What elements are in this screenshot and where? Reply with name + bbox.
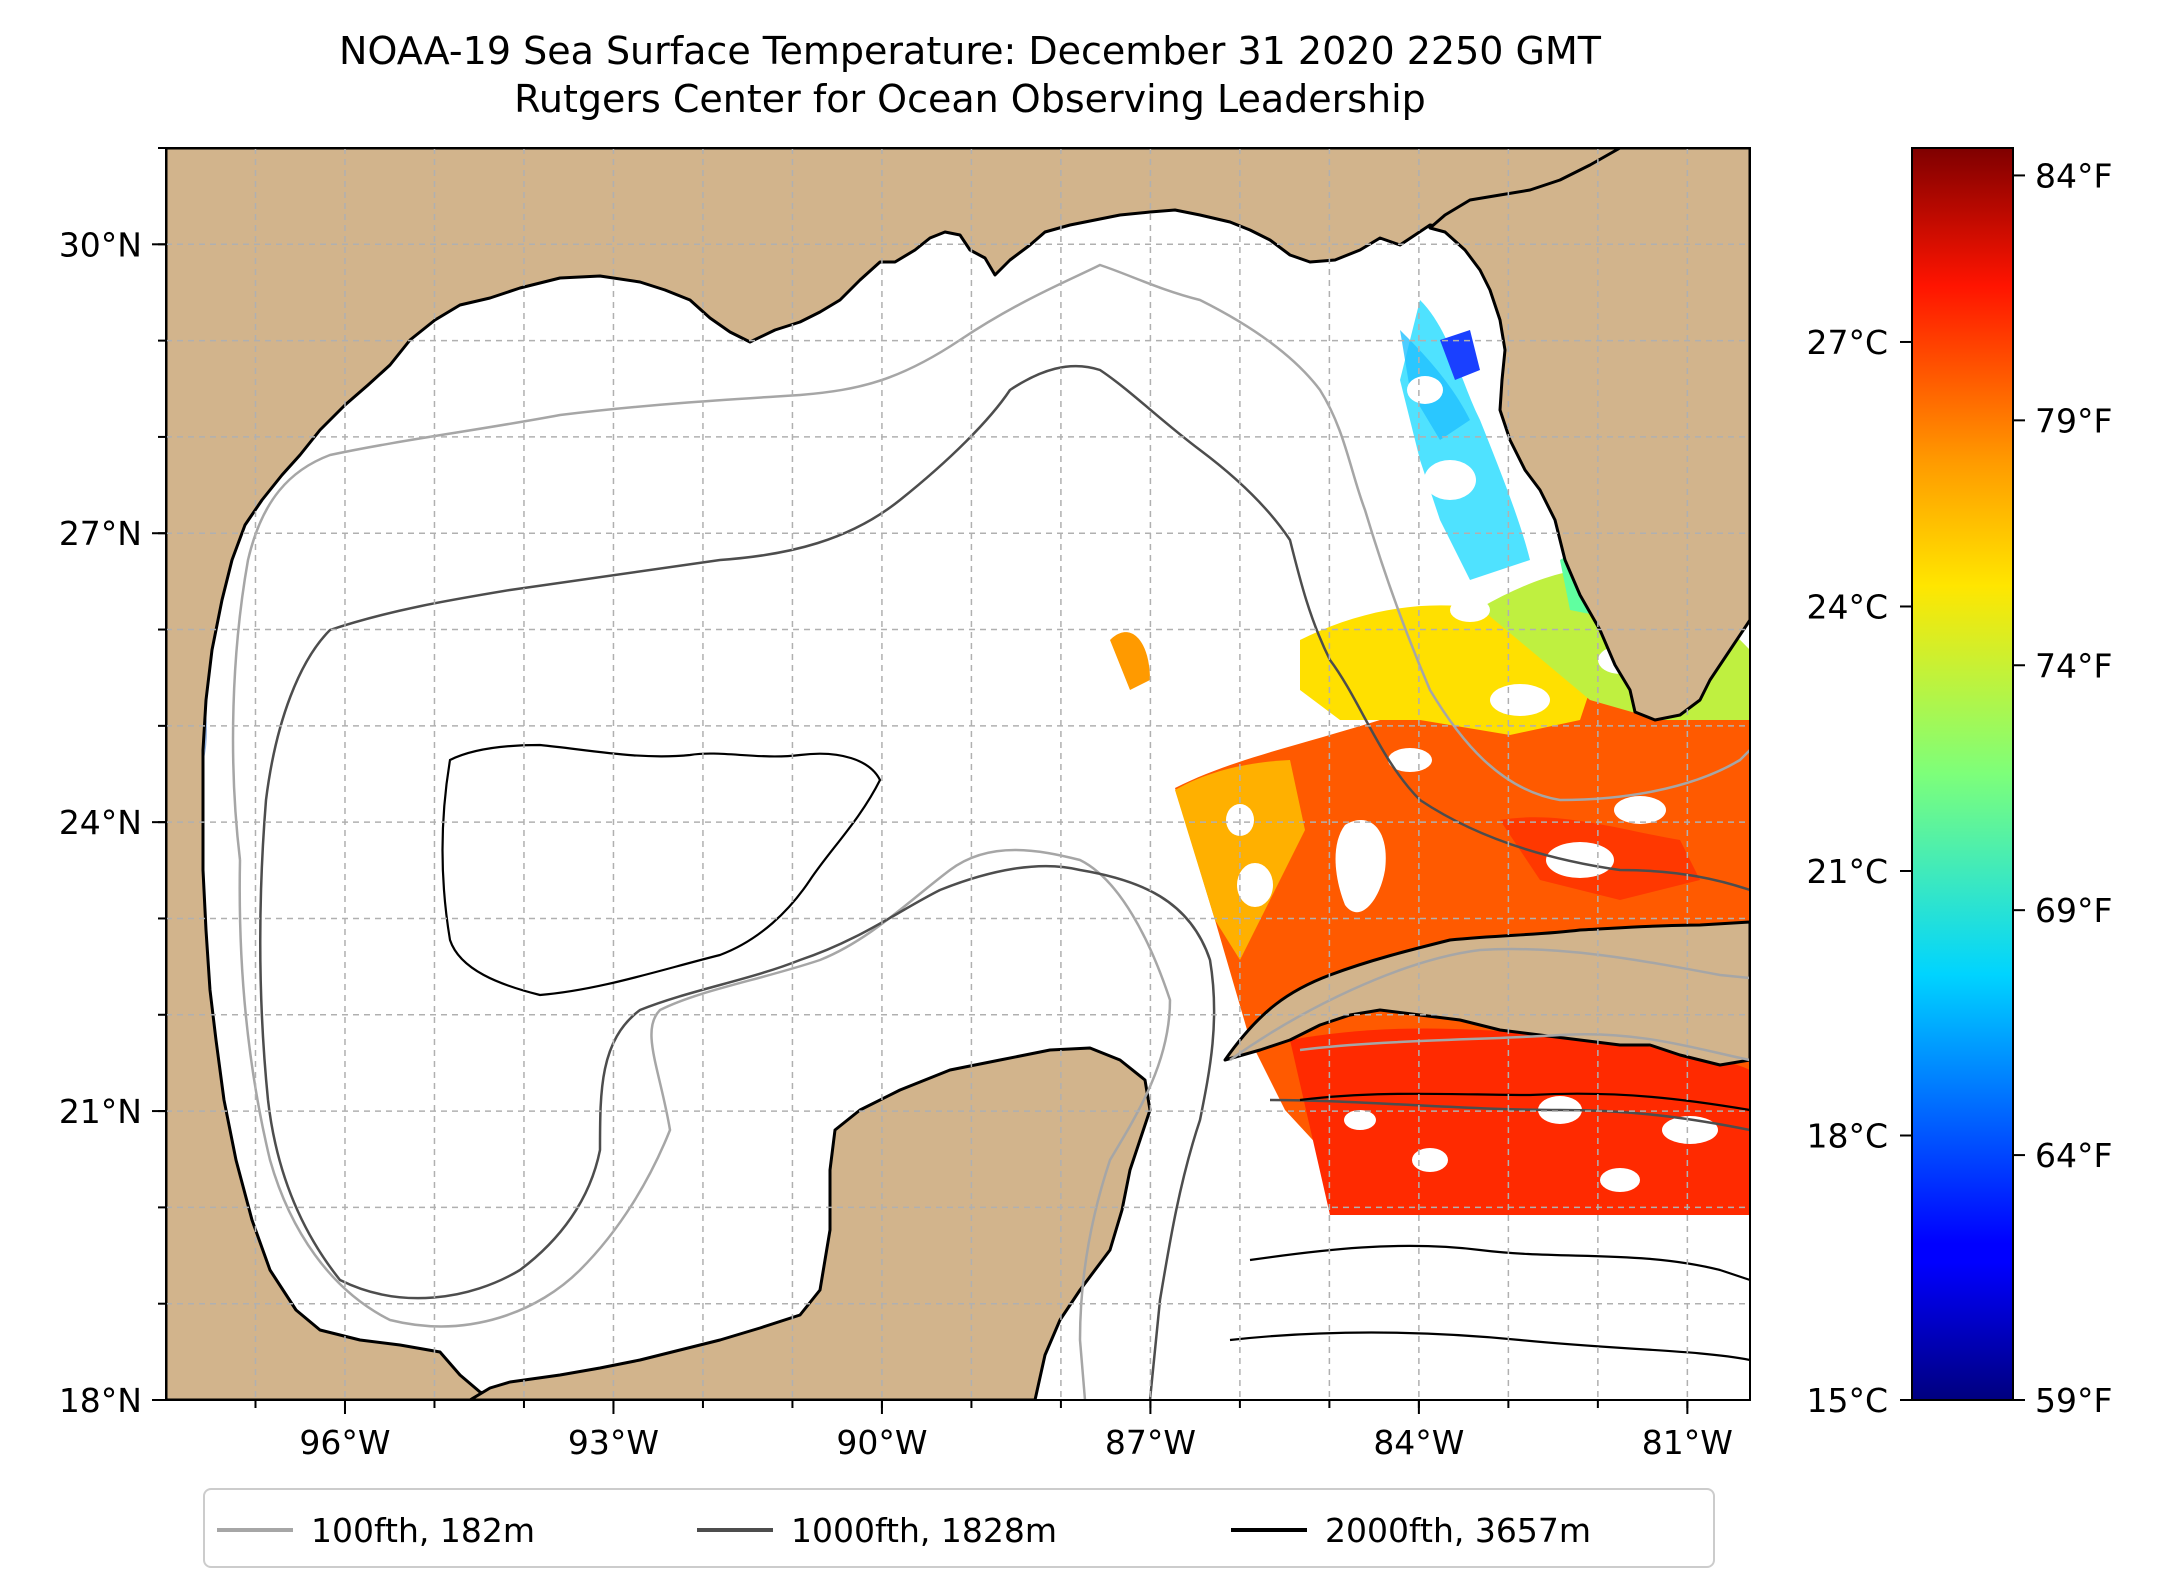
colorbar-f-label: 59°F	[2035, 1381, 2112, 1420]
map-axes	[166, 148, 1750, 1400]
colorbar-c-label: 21°C	[1806, 852, 1888, 891]
legend-swatch-100fth	[217, 1528, 293, 1532]
x-tick-label: 81°W	[1642, 1423, 1733, 1462]
legend-item-100fth: 100fth, 182m	[217, 1508, 535, 1552]
y-tick-label: 21°N	[59, 1092, 142, 1131]
colorbar-f-label: 79°F	[2035, 401, 2112, 440]
y-tick-label: 27°N	[59, 514, 142, 553]
bathymetry-1000fth	[258, 364, 1750, 1400]
x-tick-label: 93°W	[568, 1423, 659, 1462]
colorbar-f-label: 64°F	[2035, 1136, 2112, 1175]
colorbar-c-label: 18°C	[1806, 1116, 1888, 1155]
colorbar-f-label: 69°F	[2035, 891, 2112, 930]
colorbar-c-label: 24°C	[1806, 587, 1888, 626]
legend-label-2000fth: 2000fth, 3657m	[1325, 1510, 1591, 1550]
colorbar-c-label: 27°C	[1806, 323, 1888, 362]
x-tick-label: 87°W	[1105, 1423, 1196, 1462]
y-tick-label: 24°N	[59, 803, 142, 842]
map-title: NOAA-19 Sea Surface Temperature: Decembe…	[339, 29, 1601, 73]
colorbar	[1911, 147, 2014, 1401]
legend-item-1000fth: 1000fth, 1828m	[697, 1508, 1057, 1552]
bathymetry-2000fth	[441, 743, 1750, 1362]
legend-swatch-1000fth	[697, 1528, 773, 1532]
colorbar-c-label: 15°C	[1806, 1381, 1888, 1420]
map-subtitle: Rutgers Center for Ocean Observing Leade…	[514, 77, 1426, 121]
legend-swatch-2000fth	[1231, 1528, 1307, 1532]
x-tick-label: 96°W	[299, 1423, 390, 1462]
map-gridlines	[166, 148, 1750, 1400]
colorbar-f-label: 84°F	[2035, 156, 2112, 195]
bathymetry-100fth	[231, 263, 1750, 1400]
map-frame	[165, 147, 1751, 1401]
x-tick-label: 84°W	[1373, 1423, 1464, 1462]
legend-label-100fth: 100fth, 182m	[311, 1510, 535, 1550]
x-tick-label: 90°W	[836, 1423, 927, 1462]
axis-ticks: 96°W 93°W 90°W 87°W 84°W 81°W 18°N 21°N 24°N 27°N…	[59, 147, 1733, 1462]
legend-item-2000fth: 2000fth, 3657m	[1231, 1508, 1591, 1552]
y-tick-label: 30°N	[59, 225, 142, 264]
legend-label-1000fth: 1000fth, 1828m	[791, 1510, 1057, 1550]
colorbar-ticks: 15°C 18°C 21°C 24°C 27°C 59°F 64°F 69°F 74°F 79°F…	[1806, 156, 2112, 1420]
legend: 100fth, 182m 1000fth, 1828m 2000fth, 365…	[203, 1488, 1715, 1568]
y-tick-label: 18°N	[59, 1381, 142, 1420]
colorbar-f-label: 74°F	[2035, 646, 2112, 685]
land	[166, 148, 1750, 1400]
